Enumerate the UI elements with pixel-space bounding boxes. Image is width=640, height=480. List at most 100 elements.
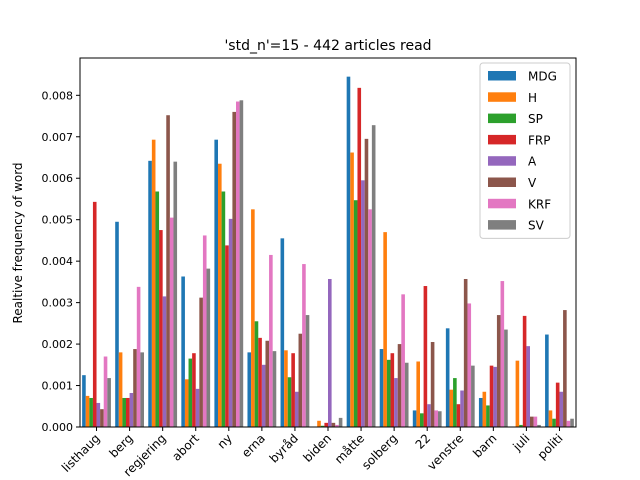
bar-mdg-1 (115, 221, 119, 427)
bar-sv-2 (173, 161, 178, 427)
bar-sp-10 (420, 413, 424, 427)
bar-v-14 (563, 310, 567, 427)
bar-frp-2 (159, 230, 163, 427)
bar-mdg-9 (379, 349, 384, 427)
bar-frp-8 (357, 87, 362, 427)
bar-sv-4 (239, 100, 244, 427)
bar-frp-0 (92, 201, 97, 427)
bar-sp-8 (353, 200, 358, 427)
bar-h-14 (548, 410, 553, 427)
plot-frame (79, 57, 577, 428)
legend-label-sv: SV (528, 219, 545, 233)
bar-a-2 (162, 296, 167, 427)
bar-krf-0 (103, 356, 108, 427)
bar-krf-6 (302, 264, 306, 427)
legend-label-v: V (528, 176, 537, 190)
bar-v-0 (100, 409, 104, 427)
bar-v-8 (364, 138, 369, 427)
y-tick-label: 0.002 (42, 338, 74, 351)
bar-sp-11 (453, 378, 457, 427)
bar-mdg-2 (148, 160, 152, 427)
bar-frp-7 (324, 422, 328, 427)
bar-v-3 (199, 297, 203, 427)
bar-mdg-12 (478, 397, 483, 427)
legend-label-krf: KRF (528, 197, 551, 211)
bar-sp-1 (122, 397, 126, 427)
bar-mdg-5 (247, 352, 252, 427)
bar-krf-11 (467, 303, 472, 427)
legend-swatch-krf (488, 198, 516, 209)
bar-frp-4 (225, 245, 229, 427)
bar-sv-9 (404, 362, 409, 427)
bar-h-1 (118, 352, 123, 427)
bar-frp-11 (456, 404, 461, 427)
bar-v-1 (133, 349, 137, 427)
bar-a-0 (96, 402, 101, 427)
bar-a-7 (328, 278, 332, 427)
y-tick-label: 0.008 (42, 89, 74, 102)
bar-a-3 (195, 388, 200, 427)
bar-sv-6 (305, 315, 310, 427)
y-axis: 0.000 0.001 0.002 0.003 0.004 0.005 0.006 0.007… (42, 89, 80, 434)
bar-a-8 (361, 180, 365, 427)
bar-krf-14 (566, 420, 571, 427)
y-tick-label: 0.005 (42, 214, 74, 227)
legend-swatch-mdg (488, 71, 516, 81)
bar-h-4 (218, 163, 222, 427)
bar-frp-6 (291, 353, 295, 427)
bar-mdg-6 (280, 238, 285, 427)
chart-title: 'std_n'=15 - 442 articles read (224, 38, 431, 54)
bar-h-10 (416, 361, 420, 427)
bar-a-14 (559, 391, 564, 427)
y-tick-label: 0.001 (42, 380, 74, 393)
bar-a-12 (493, 366, 497, 427)
bar-sv-10 (438, 411, 442, 427)
legend-swatch-frp (488, 134, 516, 145)
bar-v-4 (232, 111, 236, 428)
bar-frp-13 (522, 315, 527, 427)
legend-label-a: A (528, 155, 537, 169)
bar-h-6 (284, 350, 288, 427)
bar-a-10 (427, 404, 431, 427)
bar-krf-8 (368, 209, 372, 427)
bar-a-13 (526, 346, 530, 427)
bar-v-11 (463, 278, 468, 427)
bar-mdg-14 (545, 334, 549, 427)
bar-frp-10 (423, 286, 428, 427)
bar-a-5 (261, 364, 266, 427)
bar-mdg-0 (82, 375, 86, 427)
bar-sv-14 (570, 418, 574, 427)
bar-h-3 (184, 379, 189, 427)
bar-krf-2 (169, 217, 174, 427)
bar-sv-3 (206, 268, 211, 427)
bar-sp-13 (519, 424, 523, 427)
bar-krf-1 (136, 286, 141, 427)
bar-sp-4 (221, 191, 226, 427)
y-tick-label: 0.003 (42, 297, 74, 310)
bar-v-6 (298, 333, 303, 427)
bar-sp-14 (552, 418, 556, 427)
bar-krf-5 (269, 254, 273, 427)
bar-a-11 (460, 390, 464, 427)
bar-sv-13 (537, 424, 541, 427)
bar-sp-0 (89, 397, 93, 427)
bar-krf-4 (236, 101, 240, 427)
bar-sv-8 (371, 125, 376, 428)
bar-krf-10 (434, 410, 438, 427)
bar-h-0 (85, 395, 90, 427)
bar-h-2 (151, 139, 156, 427)
bar-a-9 (394, 378, 398, 427)
y-axis-label: Realtive frequency of word (11, 162, 25, 323)
bar-frp-1 (126, 397, 130, 427)
legend-swatch-h (488, 92, 516, 102)
legend-swatch-a (488, 156, 516, 166)
bar-v-5 (265, 340, 270, 427)
bar-v-10 (430, 342, 435, 427)
bar-mdg-10 (412, 410, 417, 427)
y-tick-label: 0.004 (42, 255, 74, 268)
legend: MDG H SP FRP AV KRF SV (479, 62, 571, 239)
bar-sv-1 (140, 352, 144, 427)
bar-a-4 (228, 218, 233, 427)
bar-v-2 (166, 115, 170, 427)
